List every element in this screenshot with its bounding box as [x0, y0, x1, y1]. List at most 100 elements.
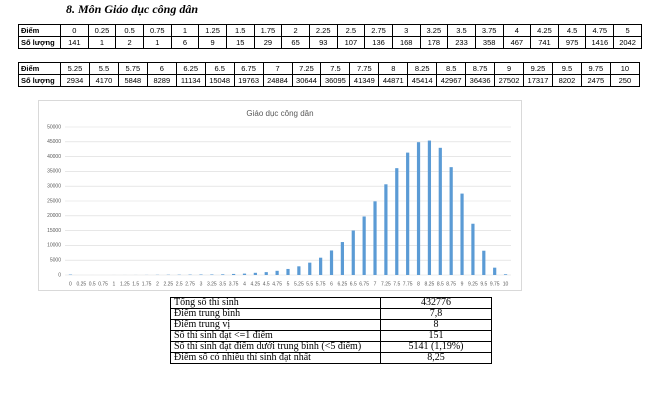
y-tick-label: 15000 — [47, 228, 61, 234]
bar — [384, 184, 388, 275]
count-cell: 11134 — [175, 74, 206, 87]
count-cell: 44871 — [378, 74, 409, 87]
x-tick-label: 3.25 — [207, 281, 217, 287]
y-tick-label: 20000 — [47, 213, 61, 219]
count-cell: 27502 — [494, 74, 524, 87]
x-tick-label: 6 — [330, 281, 333, 287]
bar — [286, 268, 290, 275]
x-tick-label: 9.25 — [468, 281, 478, 287]
score-cell: 4.5 — [557, 24, 587, 37]
x-tick-label: 5.75 — [316, 281, 326, 287]
score-cell: 1.5 — [225, 24, 255, 37]
score-cell: 0 — [60, 24, 89, 37]
count-cell: 2 — [115, 36, 144, 49]
summary-label: Số thí sinh đạt điểm dưới trung bình (<5… — [170, 341, 381, 353]
bar — [319, 257, 323, 275]
count-cell: 30644 — [291, 74, 322, 87]
count-cell: 15048 — [204, 74, 235, 87]
summary-label: Điểm số có nhiều thí sinh đạt nhất — [170, 352, 381, 364]
count-cell: 29 — [253, 36, 283, 49]
count-cell: 8289 — [146, 74, 177, 87]
score-cell: 1.75 — [253, 24, 283, 37]
count-cell: 19763 — [233, 74, 264, 87]
score-cell: 1.25 — [198, 24, 227, 37]
count-cell: 6 — [170, 36, 200, 49]
summary-value: 5141 (1,19%) — [380, 341, 492, 353]
row-label: Điểm — [18, 62, 61, 75]
x-tick-label: 6.5 — [350, 281, 357, 287]
count-cell: 2934 — [60, 74, 90, 87]
x-tick-label: 4.25 — [250, 281, 260, 287]
x-tick-label: 3 — [200, 281, 203, 287]
count-cell: 107 — [336, 36, 366, 49]
score-cell: 7.75 — [349, 62, 380, 75]
row-label: Điểm — [18, 24, 61, 37]
summary-row: Số thí sinh đạt <=1 điểm 151 — [170, 330, 492, 342]
count-cell: 41349 — [349, 74, 380, 87]
count-cell: 136 — [364, 36, 393, 49]
bar — [493, 267, 497, 275]
score-cell: 9.25 — [523, 62, 553, 75]
x-tick-label: 0 — [69, 281, 72, 287]
count-cell: 9 — [198, 36, 227, 49]
summary-row: Điểm trung vị 8 — [170, 319, 492, 331]
chart-box: Giáo dục công dân 0 5000 10000 15000 20000 25… — [38, 100, 522, 291]
count-cell: 141 — [60, 36, 89, 49]
bar — [297, 266, 301, 275]
score-cell: 0.5 — [115, 24, 144, 37]
summary-label: Số thí sinh đạt <=1 điểm — [170, 330, 381, 342]
x-tick-label: 0.5 — [89, 281, 96, 287]
score-cell: 3.25 — [419, 24, 449, 37]
bar — [340, 242, 344, 275]
table-row: Số lượng 2934 4170 5848 8289 11134 15048 19763 2… — [18, 74, 641, 87]
x-tick-label: 0.25 — [76, 281, 86, 287]
bar — [264, 272, 268, 275]
bar — [482, 250, 486, 275]
x-tick-label: 2.75 — [185, 281, 195, 287]
score-cell: 8.5 — [436, 62, 467, 75]
table-row: Số lượng 141 1 2 1 6 9 15 29 65 93 107 136 168 178 233 3… — [18, 36, 642, 49]
count-cell: 24884 — [262, 74, 293, 87]
score-table: Điểm 5.25 5.5 5.75 6 6.25 6.5 6.75 7 7.25 7.5 7.75 8… — [18, 62, 641, 87]
x-tick-label: 4.5 — [263, 281, 270, 287]
x-tick-label: 0.75 — [98, 281, 108, 287]
score-cell: 8.75 — [465, 62, 496, 75]
count-cell: 358 — [474, 36, 504, 49]
score-cell: 5.75 — [117, 62, 148, 75]
summary-label: Tổng số thí sinh — [170, 297, 381, 309]
summary-row: Điểm trung bình 7,8 — [170, 308, 492, 320]
score-cell: 7.25 — [291, 62, 322, 75]
x-tick-label: 2.5 — [176, 281, 183, 287]
summary-value: 151 — [380, 330, 492, 342]
count-cell: 975 — [557, 36, 587, 49]
count-cell: 36095 — [320, 74, 351, 87]
score-cell: 4 — [502, 24, 532, 37]
summary-value: 8,25 — [380, 352, 492, 364]
bar — [362, 216, 366, 275]
score-cell: 0.25 — [87, 24, 117, 37]
count-cell: 178 — [419, 36, 449, 49]
x-tick-label: 3.75 — [229, 281, 239, 287]
y-tick-label: 35000 — [47, 169, 61, 175]
bar — [406, 152, 410, 275]
summary-value: 432776 — [380, 297, 492, 309]
bar — [232, 273, 236, 275]
bar — [427, 140, 432, 275]
summary-label: Điểm trung vị — [170, 319, 381, 331]
score-cell: 6.5 — [204, 62, 235, 75]
score-cell: 0.75 — [142, 24, 172, 37]
bar — [438, 147, 442, 275]
count-cell: 15 — [225, 36, 255, 49]
x-tick-label: 8.75 — [446, 281, 456, 287]
y-tick-label: 10000 — [47, 243, 61, 249]
row-label: Số lượng — [18, 74, 61, 87]
x-tick-label: 1.75 — [142, 281, 152, 287]
bar — [253, 272, 257, 275]
table-row: Điểm 5.25 5.5 5.75 6 6.25 6.5 6.75 7 7.25 7.5 7.75 8… — [18, 62, 641, 75]
table-row: Điểm 0 0.25 0.5 0.75 1 1.25 1.5 1.75 2 2.25 2.5 2.75… — [18, 24, 642, 37]
bar — [242, 273, 247, 275]
count-cell: 8202 — [551, 74, 582, 87]
score-cell: 2.75 — [364, 24, 393, 37]
x-tick-label: 7.75 — [403, 281, 413, 287]
count-cell: 4170 — [88, 74, 119, 87]
